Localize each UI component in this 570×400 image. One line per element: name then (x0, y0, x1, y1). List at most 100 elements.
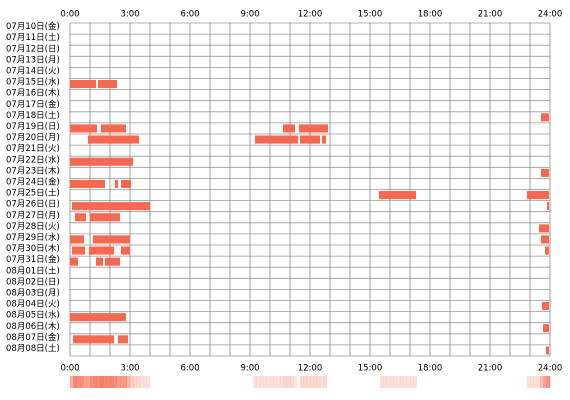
row-label: 08月07日(金) (6, 332, 60, 343)
density-cell (123, 376, 127, 388)
activity-bar (73, 335, 114, 344)
activity-bar (72, 246, 85, 255)
activity-bar (541, 168, 549, 177)
activity-bar (72, 202, 150, 211)
activity-bar (115, 179, 118, 188)
row-label: 08月03日(月) (6, 288, 60, 298)
activity-bar (255, 135, 298, 144)
activity-bar (543, 324, 549, 333)
density-cell (96, 376, 101, 388)
row-label: 07月22日(水) (6, 154, 60, 165)
x-tick-label: 24:00 (538, 10, 563, 20)
density-cell (73, 376, 77, 388)
row-label: 07月15日(水) (6, 77, 60, 88)
density-cell (390, 376, 394, 388)
activity-bar (88, 135, 139, 144)
row-label: 07月31日(金) (6, 254, 60, 265)
density-cell (93, 376, 97, 388)
x-tick-label: 15:00 (358, 10, 383, 20)
activity-bar (541, 235, 549, 244)
density-cell (133, 376, 137, 388)
density-cell (86, 376, 91, 388)
x-tick-label: 3:00 (120, 10, 139, 20)
density-cell (100, 376, 104, 388)
x-tick-label: 6:00 (180, 364, 199, 374)
row-label: 08月06日(木) (6, 321, 60, 332)
row-label: 07月23日(木) (6, 165, 60, 176)
density-cell (540, 376, 544, 388)
activity-bar (75, 213, 86, 222)
density-cell (290, 376, 294, 388)
activity-bar (70, 157, 133, 166)
activity-bar (545, 246, 549, 255)
row-label: 07月27日(月) (6, 211, 60, 221)
activity-bar (542, 302, 549, 311)
density-cell (536, 376, 541, 388)
activity-bar (93, 235, 130, 244)
density-cell (130, 376, 134, 388)
activity-bar (541, 113, 549, 122)
activity-bar (70, 257, 78, 266)
density-cell (76, 376, 81, 388)
density-cell (143, 376, 147, 388)
row-label: 07月12日(日) (6, 44, 60, 54)
density-cell (303, 376, 307, 388)
density-cell (410, 376, 414, 388)
density-cell (386, 376, 391, 388)
x-tick-label: 9:00 (240, 10, 259, 20)
activity-bar (121, 246, 130, 255)
row-label: 07月21日(火) (6, 144, 60, 154)
density-cell (273, 376, 277, 388)
row-label: 07月25日(土) (6, 188, 60, 199)
density-cell (396, 376, 401, 388)
density-cell (533, 376, 537, 388)
activity-bar (70, 313, 126, 322)
activity-bar (70, 124, 97, 133)
density-cell (300, 376, 304, 388)
density-cell (146, 376, 151, 388)
activity-bar (300, 135, 320, 144)
row-label: 07月16日(木) (6, 88, 60, 99)
density-cell (106, 376, 111, 388)
x-tick-label: 24:00 (538, 364, 563, 374)
density-cell (306, 376, 311, 388)
activity-bar (89, 246, 114, 255)
density-cell (260, 376, 264, 388)
activity-bar (105, 257, 120, 266)
row-label: 07月11日(土) (6, 32, 60, 43)
density-cell (253, 376, 257, 388)
density-cell (113, 376, 117, 388)
density-cell (530, 376, 534, 388)
row-label: 08月02日(日) (6, 277, 60, 287)
activity-bar (121, 179, 131, 188)
x-tick-label: 0:00 (60, 364, 79, 374)
density-cell (263, 376, 267, 388)
density-cell (320, 376, 324, 388)
x-tick-label: 21:00 (478, 10, 503, 20)
density-cell (126, 376, 131, 388)
activity-bar (299, 124, 328, 133)
x-tick-label: 12:00 (298, 10, 323, 20)
density-cell (280, 376, 284, 388)
density-cell (140, 376, 144, 388)
density-cell (286, 376, 291, 388)
density-cell (383, 376, 387, 388)
density-cell (70, 376, 74, 388)
row-label: 07月24日(金) (6, 176, 60, 187)
activity-bar (98, 80, 117, 89)
activity-bar (283, 124, 295, 133)
x-tick-label: 0:00 (60, 10, 79, 20)
density-cell (80, 376, 84, 388)
row-label: 08月04日(火) (6, 300, 60, 310)
density-cell (103, 376, 107, 388)
row-label: 07月26日(日) (6, 200, 60, 210)
row-label: 07月10日(金) (6, 21, 60, 32)
row-label: 07月28日(火) (6, 222, 60, 232)
density-cell (380, 376, 384, 388)
activity-bar (118, 335, 128, 344)
activity-bar (70, 235, 84, 244)
activity-bar (96, 257, 103, 266)
row-label: 08月01日(土) (6, 265, 60, 276)
density-cell (323, 376, 327, 388)
